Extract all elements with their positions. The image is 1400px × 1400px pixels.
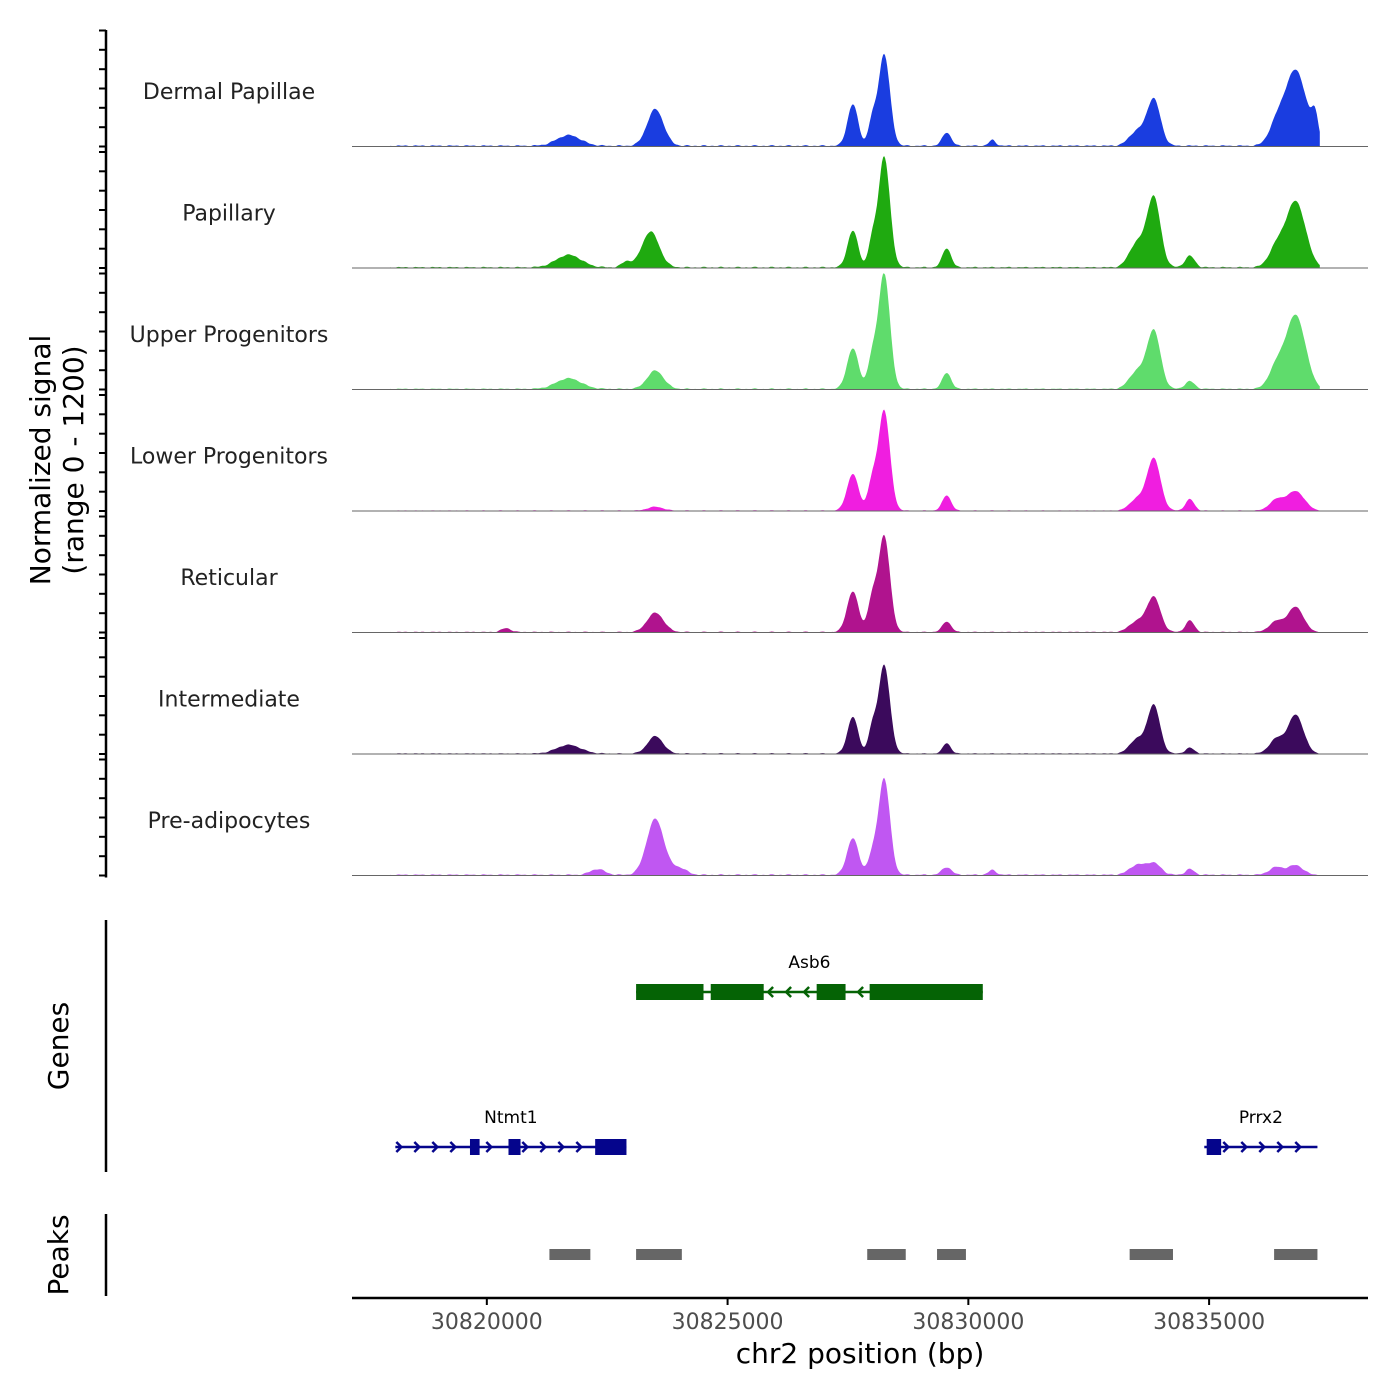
x-tick-label: 30830000 bbox=[912, 1310, 1024, 1335]
signal-track: Pre-adipocytes bbox=[148, 777, 1368, 876]
exon bbox=[816, 984, 846, 1000]
peak-region bbox=[937, 1249, 966, 1260]
peak-region bbox=[1129, 1249, 1173, 1260]
gene-model: Ntmt1 bbox=[395, 1108, 627, 1155]
signal-track: Intermediate bbox=[158, 664, 1368, 755]
exon bbox=[469, 1139, 480, 1155]
x-tick-label: 30835000 bbox=[1153, 1310, 1265, 1335]
signal-area bbox=[390, 664, 1320, 754]
exon bbox=[595, 1139, 627, 1155]
strand-arrow bbox=[557, 1141, 566, 1153]
y-axis-title-line1: Normalized signal bbox=[24, 335, 57, 586]
strand-arrow bbox=[1258, 1141, 1267, 1153]
strand-arrow bbox=[485, 1141, 494, 1153]
exon bbox=[869, 984, 983, 1000]
peak-region bbox=[1274, 1249, 1318, 1260]
strand-arrow bbox=[1222, 1141, 1231, 1153]
signal-track: Papillary bbox=[182, 156, 1368, 269]
strand-arrow bbox=[413, 1141, 422, 1153]
signal-area bbox=[390, 409, 1320, 511]
signal-track: Upper Progenitors bbox=[130, 273, 1368, 390]
gene-label: Asb6 bbox=[788, 953, 830, 973]
peak-region bbox=[636, 1249, 682, 1260]
signal-area bbox=[390, 534, 1320, 633]
gene-label: Prrx2 bbox=[1239, 1108, 1283, 1128]
strand-arrow bbox=[449, 1141, 458, 1153]
strand-arrow bbox=[784, 986, 792, 998]
strand-arrow bbox=[575, 1141, 584, 1153]
track-label: Papillary bbox=[182, 202, 276, 227]
track-label: Dermal Papillae bbox=[143, 80, 315, 105]
peak-region bbox=[549, 1249, 591, 1260]
gene-model: Asb6 bbox=[636, 953, 983, 1000]
gene-model: Prrx2 bbox=[1204, 1108, 1318, 1155]
signal-tracks: Dermal Papillae Papillary Upper Progenitor… bbox=[130, 53, 1368, 876]
x-tick-label: 30825000 bbox=[672, 1310, 784, 1335]
signal-track: Lower Progenitors bbox=[130, 409, 1368, 512]
strand-arrow bbox=[1240, 1141, 1249, 1153]
strand-arrow bbox=[431, 1141, 440, 1153]
y-axis-title-line2: (range 0 - 1200) bbox=[57, 345, 90, 574]
signal-area bbox=[390, 777, 1320, 876]
signal-y-axis bbox=[99, 29, 108, 878]
exon bbox=[636, 984, 704, 1000]
signal-area bbox=[390, 156, 1320, 268]
x-axis-title: chr2 position (bp) bbox=[736, 1337, 985, 1370]
track-label: Intermediate bbox=[158, 688, 300, 713]
exon bbox=[508, 1139, 521, 1155]
exon bbox=[1206, 1139, 1222, 1155]
genes-panel: Asb6 Ntmt1 Prrx2 bbox=[104, 920, 1318, 1172]
signal-track: Dermal Papillae bbox=[143, 53, 1368, 147]
strand-arrow bbox=[1276, 1141, 1285, 1153]
signal-track: Reticular bbox=[180, 534, 1368, 633]
x-tick-label: 30820000 bbox=[431, 1310, 543, 1335]
x-axis: 30820000 30825000 30830000 30835000 bbox=[352, 1296, 1368, 1335]
track-label: Upper Progenitors bbox=[130, 323, 329, 348]
strand-arrow bbox=[856, 986, 864, 998]
peaks-panel bbox=[104, 1214, 1318, 1296]
track-label: Pre-adipocytes bbox=[148, 809, 311, 834]
signal-area bbox=[390, 273, 1320, 390]
track-label: Reticular bbox=[180, 566, 278, 591]
track-label: Lower Progenitors bbox=[130, 445, 328, 470]
strand-arrow bbox=[521, 1141, 530, 1153]
gene-label: Ntmt1 bbox=[484, 1108, 537, 1128]
strand-arrow bbox=[395, 1141, 404, 1153]
strand-arrow bbox=[766, 986, 774, 998]
peak-region bbox=[867, 1249, 906, 1260]
strand-arrow bbox=[1294, 1141, 1303, 1153]
strand-arrow bbox=[802, 986, 810, 998]
genes-panel-label: Genes bbox=[42, 1002, 75, 1090]
exon bbox=[710, 984, 764, 1000]
signal-area bbox=[390, 53, 1320, 147]
strand-arrow bbox=[539, 1141, 548, 1153]
peaks-panel-label: Peaks bbox=[42, 1214, 75, 1295]
